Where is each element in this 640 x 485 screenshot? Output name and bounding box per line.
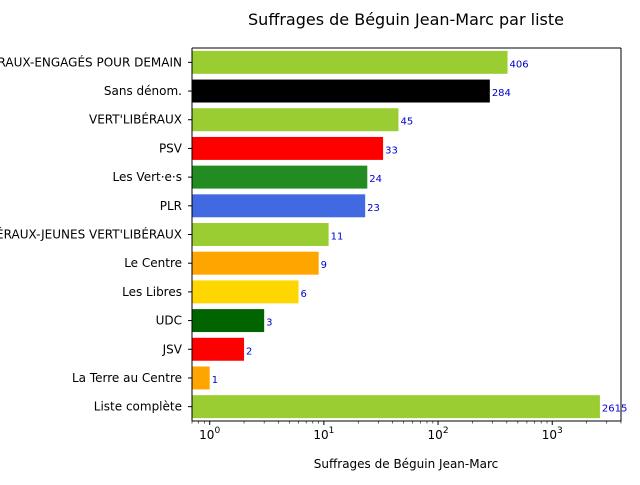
category-label: VERT'LIBÉRAUX-JEUNES VERT'LIBÉRAUX: [0, 227, 182, 242]
data-label: 284: [492, 88, 511, 99]
category-label: UDC: [156, 314, 182, 328]
data-label: 2: [246, 346, 252, 357]
bar: [192, 251, 319, 275]
category-label: PLR: [160, 199, 182, 213]
bars-layer: [192, 50, 600, 419]
category-label: VERT'LIBÉRAUX-ENGAGÉS POUR DEMAIN: [0, 54, 182, 69]
data-labels: 406 284 45 33 24 23 11 9 6 3 2 1 2615: [212, 59, 628, 414]
bar: [192, 223, 329, 246]
axes: 100 101 102 103: [188, 47, 622, 442]
bar: [192, 136, 384, 160]
bar: [192, 395, 600, 419]
data-label: 406: [510, 59, 529, 70]
x-tick-label: 102: [428, 426, 449, 442]
x-tick-label: 100: [199, 426, 220, 442]
x-axis-label: Suffrages de Béguin Jean-Marc: [314, 457, 498, 471]
x-tick-label: 103: [542, 426, 563, 442]
data-label: 9: [321, 260, 327, 271]
bar: [192, 280, 299, 304]
bar: [192, 108, 399, 132]
category-label: Le Centre: [124, 256, 182, 270]
category-label: La Terre au Centre: [72, 371, 182, 385]
category-label: JSV: [162, 342, 183, 356]
data-label: 11: [331, 232, 344, 243]
bar: [192, 50, 508, 74]
data-label: 23: [367, 203, 380, 214]
category-label: Sans dénom.: [104, 84, 182, 98]
data-label: 24: [369, 174, 382, 185]
category-label: PSV: [159, 141, 183, 155]
bar: [192, 79, 490, 103]
bar: [192, 309, 265, 333]
bar: [192, 165, 368, 189]
data-label: 6: [301, 289, 307, 300]
bar: [192, 194, 366, 218]
category-labels: VERT'LIBÉRAUX-ENGAGÉS POUR DEMAIN Sans dé…: [0, 54, 183, 413]
bar: [192, 337, 245, 361]
data-label: 45: [400, 117, 413, 128]
category-label: Liste complète: [94, 400, 182, 414]
category-label: Les Vert·e·s: [113, 170, 183, 184]
chart-title: Suffrages de Béguin Jean-Marc par liste: [248, 10, 564, 29]
data-label: 1: [212, 375, 218, 386]
x-tick-label: 101: [313, 426, 334, 442]
bar: [192, 366, 210, 390]
data-label: 3: [266, 318, 272, 329]
data-label: 2615: [602, 404, 627, 415]
category-label: Les Libres: [122, 285, 182, 299]
data-label: 33: [385, 145, 398, 156]
category-label: VERT'LIBÉRAUX: [89, 112, 182, 127]
